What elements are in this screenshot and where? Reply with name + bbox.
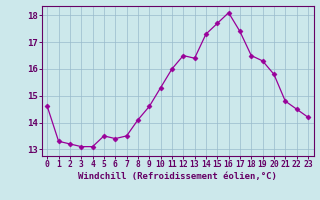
X-axis label: Windchill (Refroidissement éolien,°C): Windchill (Refroidissement éolien,°C) [78,172,277,181]
